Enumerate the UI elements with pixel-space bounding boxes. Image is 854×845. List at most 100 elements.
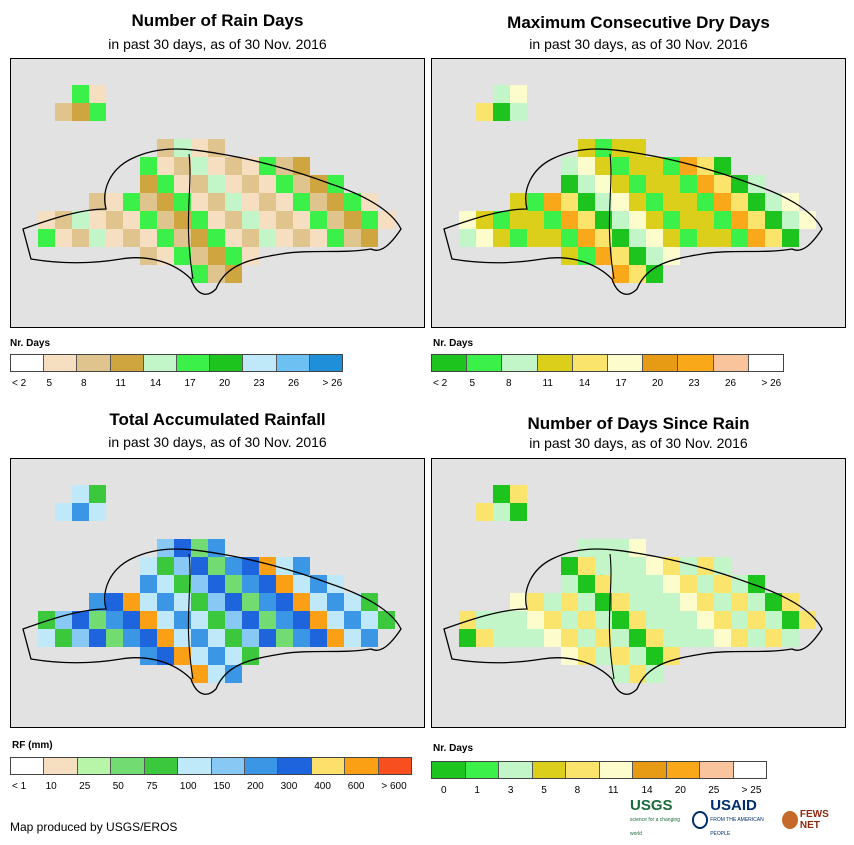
- map-cell: [174, 611, 191, 629]
- map-cell: [714, 611, 731, 629]
- map-cell: [140, 193, 157, 211]
- map-cell: [629, 211, 646, 229]
- map-cell: [140, 211, 157, 229]
- map-cell: [242, 229, 259, 247]
- map-cell: [259, 557, 276, 575]
- map-cell: [174, 575, 191, 593]
- legend-label: 8: [81, 378, 87, 389]
- map-cell: [561, 211, 578, 229]
- rain-days-map[interactable]: [10, 58, 425, 328]
- map-cell: [123, 193, 140, 211]
- map-grid: [443, 85, 823, 295]
- map-cell: [361, 611, 378, 629]
- map-cell: [629, 247, 646, 265]
- map-cell: [242, 157, 259, 175]
- map-cell: [310, 611, 327, 629]
- legend-swatch: [311, 758, 346, 774]
- map-cell: [663, 229, 680, 247]
- map-cell: [89, 593, 106, 611]
- rainfall-map[interactable]: [10, 458, 425, 728]
- map-cell: [612, 557, 629, 575]
- legend-label: 11: [542, 378, 553, 389]
- map-cell: [476, 629, 493, 647]
- map-cell: [89, 503, 106, 521]
- map-cell: [242, 247, 259, 265]
- map-cell: [595, 229, 612, 247]
- map-cell: [225, 157, 242, 175]
- map-cell: [646, 629, 663, 647]
- map-cell: [578, 139, 595, 157]
- map-cell: [731, 575, 748, 593]
- map-cell: [731, 229, 748, 247]
- map-cell: [765, 193, 782, 211]
- map-cell: [55, 211, 72, 229]
- map-cell: [174, 157, 191, 175]
- map-cell: [629, 665, 646, 683]
- days-since-rain-map[interactable]: [431, 458, 846, 728]
- map-cell: [799, 611, 816, 629]
- map-grid: [22, 85, 402, 295]
- map-cell: [748, 229, 765, 247]
- map-cell: [191, 229, 208, 247]
- dry-days-panel: Maximum Consecutive Dry Days in past 30 …: [431, 0, 846, 400]
- legend-label: 25: [708, 785, 720, 796]
- legend-label: 26: [288, 378, 300, 389]
- map-cell: [72, 103, 89, 121]
- map-cell: [293, 211, 310, 229]
- map-cell: [714, 593, 731, 611]
- map-cell: [140, 229, 157, 247]
- map-cell: [612, 139, 629, 157]
- map-cell: [680, 229, 697, 247]
- map-cell: [225, 575, 242, 593]
- map-cell: [612, 175, 629, 193]
- map-cell: [327, 575, 344, 593]
- map-cell: [476, 211, 493, 229]
- map-cell: [510, 611, 527, 629]
- map-cell: [646, 265, 663, 283]
- legend-swatch: [432, 355, 468, 371]
- map-cell: [140, 247, 157, 265]
- map-cell: [344, 629, 361, 647]
- dry-days-map[interactable]: [431, 58, 846, 328]
- map-cell: [527, 193, 544, 211]
- legend-label: 11: [115, 378, 126, 389]
- legend-title: Nr. Days: [10, 338, 51, 349]
- legend-swatch: [244, 758, 279, 774]
- map-cell: [191, 575, 208, 593]
- map-cell: [225, 193, 242, 211]
- map-cell: [310, 629, 327, 647]
- map-cell: [663, 575, 680, 593]
- map-cell: [242, 175, 259, 193]
- map-cell: [714, 575, 731, 593]
- map-cell: [527, 593, 544, 611]
- map-cell: [106, 211, 123, 229]
- legend-label: 11: [608, 785, 619, 796]
- map-cell: [361, 211, 378, 229]
- map-cell: [89, 229, 106, 247]
- map-cell: [680, 157, 697, 175]
- map-cell: [157, 175, 174, 193]
- map-cell: [714, 229, 731, 247]
- map-cell: [612, 193, 629, 211]
- legend-labels: 0 1 3 5 8 11 14 20 25 > 25: [441, 785, 775, 796]
- legend-label: 14: [641, 785, 653, 796]
- legend-bar: [431, 354, 784, 372]
- map-cell: [276, 229, 293, 247]
- map-cell: [697, 175, 714, 193]
- map-cell: [578, 575, 595, 593]
- map-cell: [191, 175, 208, 193]
- legend-swatch: [345, 758, 379, 774]
- map-cell: [765, 229, 782, 247]
- map-cell: [578, 193, 595, 211]
- map-cell: [646, 193, 663, 211]
- map-cell: [327, 211, 344, 229]
- map-cell: [106, 611, 123, 629]
- map-cell: [595, 557, 612, 575]
- map-cell: [378, 211, 395, 229]
- map-cell: [361, 629, 378, 647]
- map-cell: [242, 629, 259, 647]
- map-cell: [476, 229, 493, 247]
- map-cell: [208, 647, 225, 665]
- map-cell: [259, 193, 276, 211]
- days-since-rain-panel: Number of Days Since Rain in past 30 day…: [431, 400, 846, 800]
